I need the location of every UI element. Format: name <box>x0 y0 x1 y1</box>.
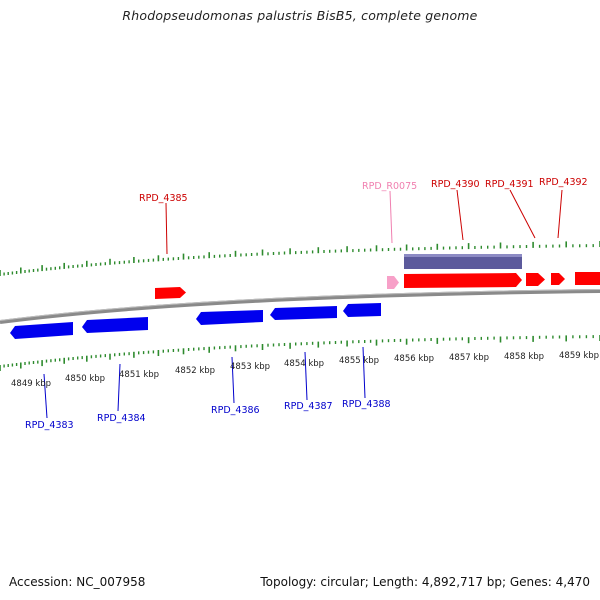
gene-label-RPD_4384[interactable]: RPD_4384 <box>97 413 146 424</box>
gene-RPD_4391[interactable] <box>526 273 545 286</box>
scale-label: 4851 kbp <box>119 370 159 380</box>
gene-labels: RPD_4385 RPD_R0075 RPD_4390 RPD_4391 RPD… <box>25 177 588 431</box>
gene-label-RPD_4386[interactable]: RPD_4386 <box>211 405 260 416</box>
forward-genes <box>155 272 600 299</box>
scale-label: 4857 kbp <box>449 353 489 363</box>
gene-RPD_4392[interactable] <box>551 273 565 285</box>
bottom-tick-row <box>0 335 600 371</box>
reverse-genes <box>10 303 381 339</box>
scale-label: 4859 kbp <box>559 351 599 361</box>
region-bar <box>404 254 522 269</box>
gene-RPD_4387[interactable] <box>270 306 337 320</box>
gene-RPD_4385[interactable] <box>155 287 186 299</box>
gene-label-RPD_4383[interactable]: RPD_4383 <box>25 420 74 431</box>
gene-label-RPD_R0075[interactable]: RPD_R0075 <box>362 181 417 192</box>
scale-label: 4858 kbp <box>504 352 544 362</box>
genome-backbone <box>0 289 600 324</box>
label-leaders <box>43 189 563 419</box>
scale-label: 4850 kbp <box>65 374 105 384</box>
gene-label-RPD_4388[interactable]: RPD_4388 <box>342 399 391 410</box>
gene-RPD_4390[interactable] <box>404 273 522 288</box>
scale-label: 4849 kbp <box>11 379 51 389</box>
scale-labels: 4849 kbp 4850 kbp 4851 kbp 4852 kbp 4853… <box>11 351 599 389</box>
scale-label: 4852 kbp <box>175 366 215 376</box>
scale-label: 4856 kbp <box>394 354 434 364</box>
genome-summary-text: Topology: circular; Length: 4,892,717 bp… <box>260 575 590 589</box>
scale-label: 4854 kbp <box>284 359 324 369</box>
scale-label: 4853 kbp <box>230 362 270 372</box>
genome-title: Rhodopseudomonas palustris BisB5, comple… <box>122 8 478 23</box>
gene-label-RPD_4387[interactable]: RPD_4387 <box>284 401 333 412</box>
scale-label: 4855 kbp <box>339 356 379 366</box>
gene-label-RPD_4385[interactable]: RPD_4385 <box>139 193 188 204</box>
accession-text: Accession: NC_007958 <box>9 575 146 589</box>
gene-RPD_4383[interactable] <box>10 322 73 339</box>
gene-label-RPD_4392[interactable]: RPD_4392 <box>539 177 588 188</box>
gene-RPD_R0075[interactable] <box>387 276 399 289</box>
top-tick-row <box>0 241 600 276</box>
gene-label-RPD_4390[interactable]: RPD_4390 <box>431 179 480 190</box>
gene-RPD_4386[interactable] <box>196 310 263 325</box>
gene-RPD_4388[interactable] <box>343 303 381 317</box>
gene-partial-right[interactable] <box>575 272 600 285</box>
gene-label-RPD_4391[interactable]: RPD_4391 <box>485 179 534 190</box>
gene-RPD_4384[interactable] <box>82 317 148 333</box>
